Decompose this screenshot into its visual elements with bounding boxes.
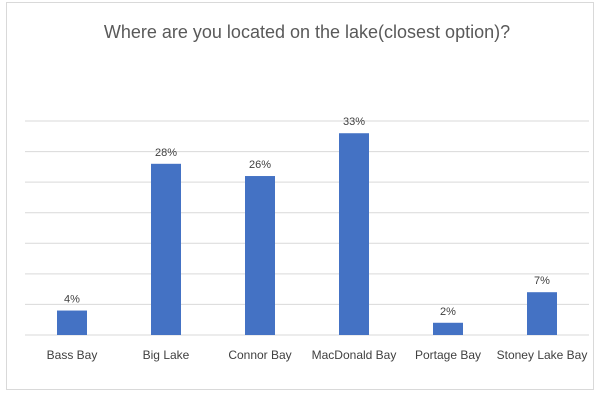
chart-frame [6, 2, 594, 390]
gridlines [25, 120, 589, 336]
bar-bass-bay [57, 310, 87, 335]
chart-title: Where are you located on the lake(closes… [104, 22, 510, 42]
x-tick-label: Portage Bay [415, 348, 481, 362]
bar-stoney-lake-bay [527, 292, 557, 335]
data-label: 28% [155, 147, 177, 159]
x-tick-label: Connor Bay [228, 348, 291, 362]
x-tick-label: Bass Bay [47, 348, 98, 362]
bar-big-lake [151, 163, 181, 335]
data-label: 4% [64, 294, 80, 306]
bars [57, 133, 557, 335]
x-tick-label: Big Lake [143, 348, 190, 362]
x-tick-label: MacDonald Bay [312, 348, 397, 362]
bar-connor-bay [245, 176, 275, 335]
x-axis-tick-labels: Bass Bay Big Lake Connor Bay MacDonald Bay P… [47, 348, 588, 362]
bar-portage-bay [433, 322, 463, 335]
data-labels: 4% 28% 26% 33% 2% 7% [64, 116, 550, 318]
x-tick-label: Stoney Lake Bay [497, 348, 588, 362]
data-label: 2% [440, 306, 456, 318]
bar-macdonald-bay [339, 133, 369, 335]
data-label: 26% [249, 159, 271, 171]
data-label: 7% [534, 275, 550, 287]
data-label: 33% [343, 116, 365, 128]
